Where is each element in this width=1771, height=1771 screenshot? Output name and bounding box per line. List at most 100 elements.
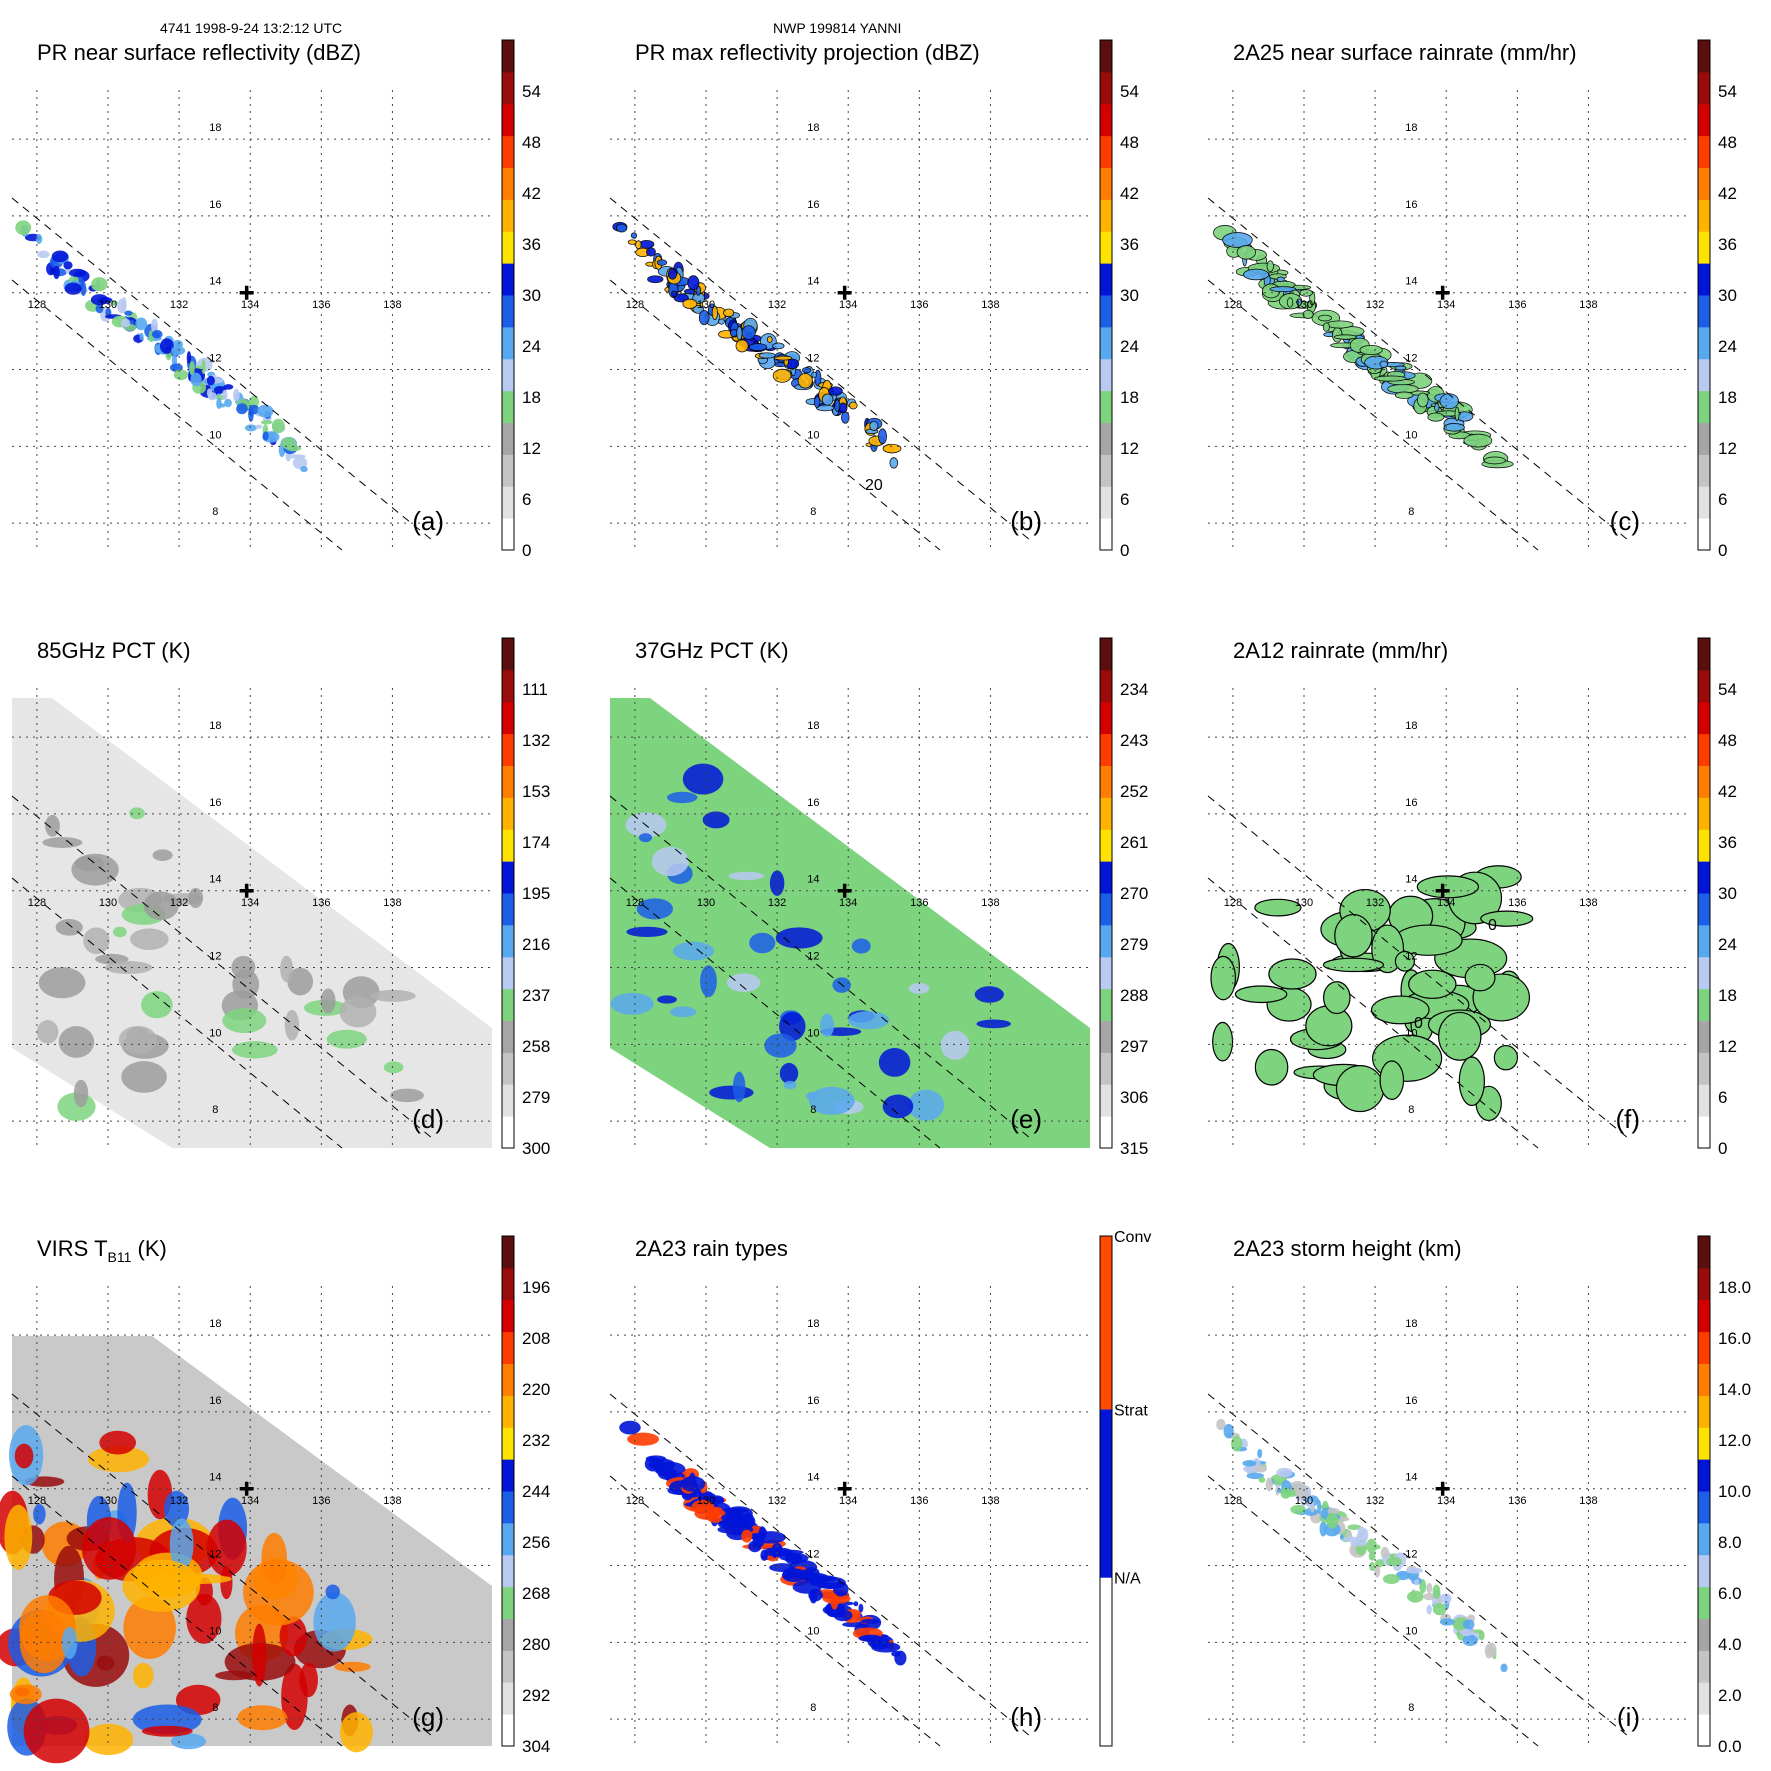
lat-tick-label: 10: [807, 1625, 819, 1637]
lat-tick-label: 16: [209, 199, 221, 211]
echo-pixel: [1483, 456, 1506, 465]
colorbar-tick-label: 8.0: [1718, 1533, 1742, 1552]
echo-pixel: [135, 317, 148, 331]
colorbar-swatch: [1698, 295, 1710, 328]
field-blob: [667, 791, 698, 804]
echo-pixel: [139, 332, 144, 341]
field-blob: [87, 1446, 150, 1473]
echo-pixel: [758, 352, 776, 359]
colorbar-swatch: [1698, 1363, 1710, 1396]
lon-tick-label: 138: [383, 897, 401, 909]
lat-tick-label: 18: [209, 1318, 221, 1330]
lat-tick-label: 16: [1405, 1395, 1417, 1407]
echo-pixel: [797, 373, 813, 389]
lon-tick-label: 128: [1224, 1495, 1242, 1507]
echo-pixel: [814, 395, 821, 409]
echo-pixel: [871, 1641, 901, 1653]
field-blob: [657, 995, 677, 1004]
field-blob: [19, 1595, 76, 1662]
header-storm-id: NWP 199814 YANNI: [773, 20, 902, 36]
lat-tick-label: 14: [807, 1472, 819, 1484]
colorbar-swatch: [1100, 956, 1112, 990]
field-blob: [700, 965, 717, 998]
lat-tick-label: 14: [1405, 874, 1417, 886]
echo-pixel: [1394, 365, 1407, 371]
echo-pixel: [1366, 1538, 1377, 1554]
colorbar-swatch: [502, 1363, 514, 1396]
colorbar-swatch: [502, 422, 514, 455]
colorbar-tick-label: 268: [522, 1584, 550, 1603]
echo-pixel: [1423, 1592, 1436, 1601]
colorbar-swatch: [502, 1052, 514, 1085]
colorbar-swatch: [1698, 167, 1710, 200]
lon-tick-label: 128: [28, 299, 46, 311]
colorbar-tick-label: 2.0: [1718, 1686, 1742, 1705]
field-blob: [73, 1079, 89, 1108]
echo-pixel: [627, 239, 637, 245]
lon-tick-label: 130: [1295, 897, 1313, 909]
echo-pixel: [1347, 1524, 1362, 1530]
lon-tick-label: 132: [170, 1495, 188, 1507]
colorbar-swatch: [1100, 924, 1112, 958]
lat-tick-label: 14: [807, 874, 819, 886]
panel-title: 2A23 rain types: [635, 1236, 788, 1261]
panel-c: 128 130 132 134 136 138 8 10 12 14 16 18 2A25 near s…: [1207, 39, 1737, 560]
lat-tick-label: 10: [1405, 429, 1417, 441]
colorbar-frame: [1099, 1235, 1113, 1747]
rain-area: [1416, 875, 1480, 899]
colorbar-swatch: [1698, 956, 1710, 990]
echo-pixel: [159, 338, 174, 354]
echo-pixel: [828, 386, 843, 396]
colorbar-swatch: [502, 1267, 514, 1301]
field-blob: [104, 960, 153, 975]
echo-pixel: [190, 372, 202, 387]
colorbar-swatch: [502, 638, 514, 671]
field-blob: [370, 989, 416, 1002]
lat-tick-label: 8: [212, 1104, 218, 1116]
lon-tick-label: 132: [768, 897, 786, 909]
colorbar-swatch: [1698, 861, 1710, 894]
panel-b: 128 130 132 134 136 138 8 10 12 14 16 18 PR max refl…: [609, 39, 1139, 560]
field-blob: [732, 1071, 746, 1103]
echo-pixel: [120, 318, 131, 328]
field-blob: [231, 1041, 278, 1059]
colorbar-swatch: [1698, 924, 1710, 958]
colorbar-swatch: [1100, 326, 1112, 360]
colorbar-swatch: [1698, 135, 1710, 168]
echo-pixel: [236, 403, 248, 415]
lat-tick-label: 16: [807, 1395, 819, 1407]
colorbar-frame: [1099, 39, 1113, 551]
echo-pixel: [735, 339, 749, 353]
rain-area: [1464, 963, 1496, 992]
echo-pixel: [222, 389, 228, 400]
echo-pixel: [248, 395, 260, 409]
echo-pixel: [786, 1553, 809, 1564]
echo-pixel: [1265, 1477, 1273, 1492]
colorbar-swatch: [1698, 1650, 1710, 1683]
colorbar-tick-label: 306: [1120, 1088, 1148, 1107]
lon-tick-label: 128: [28, 897, 46, 909]
echo-pixel: [1333, 334, 1358, 340]
colorbar-tick-label: 48: [1718, 133, 1737, 152]
colorbar-swatch: [1698, 358, 1710, 392]
echo-pixel: [189, 361, 195, 376]
echo-pixel: [1405, 1567, 1423, 1574]
field-blob: [36, 1020, 59, 1044]
echo-pixel: [1394, 391, 1414, 399]
colorbar-swatch: [1698, 1052, 1710, 1085]
echo-pixel: [698, 309, 710, 326]
lat-tick-label: 16: [807, 797, 819, 809]
storm-center-marker: [1435, 883, 1450, 898]
echo-pixel: [834, 399, 841, 412]
field-blob: [808, 1086, 855, 1115]
panel-g: 128 130 132 134 136 138 8 10 12 14 16 18 VIRS TB11 (…: [0, 1235, 550, 1764]
rain-area: [1322, 957, 1385, 973]
rain-area: [1458, 1056, 1486, 1107]
colorbar-swatch: [502, 1395, 514, 1428]
colorbar-tick-label: 12.0: [1718, 1431, 1751, 1450]
lon-tick-label: 138: [1579, 1495, 1597, 1507]
panel-i: 128 130 132 134 136 138 8 10 12 14 16 18 2A23 storm …: [1207, 1235, 1751, 1756]
lon-tick-label: 130: [697, 299, 715, 311]
lat-tick-label: 14: [209, 874, 221, 886]
